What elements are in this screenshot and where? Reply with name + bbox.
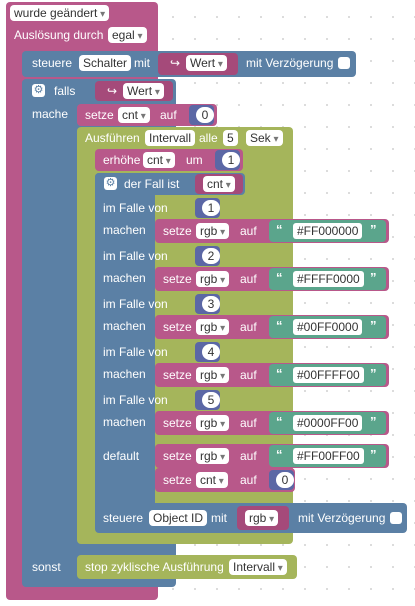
switch-block[interactable] [95, 173, 155, 521]
color-input[interactable]: #0000FF00 [293, 415, 363, 431]
increment-by-label: um [186, 153, 203, 167]
quote-close: ” [370, 366, 377, 381]
case-label: im Falle von [103, 393, 168, 407]
quote-close: ” [370, 318, 377, 333]
quote-open: “ [276, 414, 283, 429]
set-label: setze [163, 368, 192, 382]
set-value-input[interactable]: 0 [276, 472, 294, 488]
set-to-label: auf [160, 108, 177, 122]
delay-label: mit Verzögerung [298, 511, 386, 525]
if-label: falls [54, 84, 76, 98]
set-label: setze [85, 108, 114, 122]
else-label: sonst [32, 560, 61, 574]
case-value-input[interactable]: 5 [202, 392, 220, 408]
case-value-input[interactable]: 4 [202, 344, 220, 360]
trigger-label: Auslösung durch [14, 28, 104, 42]
stop-label: stop zyklische Ausführung [85, 560, 224, 574]
color-input[interactable]: #FFFF0000 [293, 271, 364, 287]
delay-label: mit Verzögerung [246, 56, 334, 70]
set-to-label: auf [240, 368, 257, 382]
set-label: setze [163, 449, 192, 463]
set-var-dropdown[interactable]: rgb [196, 367, 230, 383]
case-label: im Falle von [103, 345, 168, 359]
quote-close: ” [370, 222, 377, 237]
color-input[interactable]: #00FFFF00 [293, 367, 364, 383]
quote-close: ” [370, 414, 377, 429]
value-dropdown[interactable]: Wert [186, 55, 227, 71]
set-value-input[interactable]: 0 [196, 107, 214, 123]
set-to-label: auf [240, 416, 257, 430]
case-do-label: machen [103, 415, 146, 429]
default-label: default [103, 449, 140, 463]
quote-open: “ [276, 447, 283, 462]
case-label: im Falle von [103, 249, 168, 263]
case-do-label: machen [103, 223, 146, 237]
set-to-label: auf [240, 473, 257, 487]
set-to-label: auf [240, 224, 257, 238]
set-to-label: auf [240, 320, 257, 334]
color-input[interactable]: #00FF0000 [293, 319, 363, 335]
control-label: steuere [32, 56, 73, 70]
interval-name-chip[interactable]: Intervall [145, 130, 196, 146]
increment-value-input[interactable]: 1 [222, 152, 240, 168]
set-label: setze [163, 473, 192, 487]
trigger-dropdown[interactable]: egal [108, 27, 147, 43]
control-target-chip[interactable]: Object ID [149, 510, 208, 526]
set-to-label: auf [240, 449, 257, 463]
increment-var-dropdown[interactable]: cnt [143, 152, 175, 168]
control-target-chip[interactable]: Schalter [79, 55, 132, 71]
set-var-dropdown[interactable]: rgb [196, 271, 230, 287]
color-input[interactable]: #FF00FF00 [293, 448, 364, 464]
set-label: setze [163, 272, 192, 286]
interval-unit-dropdown[interactable]: Sek [246, 130, 283, 146]
delay-checkbox[interactable] [390, 512, 402, 524]
case-do-label: machen [103, 319, 146, 333]
set-var-dropdown[interactable]: cnt [196, 472, 228, 488]
increment-label: erhöhe [103, 153, 141, 167]
switch-var-dropdown[interactable]: cnt [203, 176, 235, 192]
interval-label: Ausführen [85, 131, 140, 145]
set-label: setze [163, 320, 192, 334]
value-dropdown[interactable]: rgb [245, 510, 279, 526]
do-label: mache [32, 107, 69, 121]
event-label-chip[interactable]: wurde geändert [10, 5, 110, 21]
delay-checkbox[interactable] [338, 57, 350, 69]
case-do-label: machen [103, 367, 146, 381]
quote-open: “ [276, 366, 283, 381]
arrow-icon: ↪ [107, 84, 118, 98]
case-label: im Falle von [103, 297, 168, 311]
set-var-dropdown[interactable]: rgb [196, 319, 230, 335]
condition-dropdown[interactable]: Wert [123, 83, 164, 99]
case-value-input[interactable]: 2 [202, 248, 220, 264]
stop-interval-dropdown[interactable]: Intervall [229, 559, 287, 575]
case-value-input[interactable]: 1 [202, 200, 220, 216]
case-label: im Falle von [103, 201, 168, 215]
gear-icon[interactable]: ⚙ [32, 84, 45, 97]
interval-value-input[interactable]: 5 [223, 130, 238, 146]
quote-open: “ [276, 318, 283, 333]
set-var-dropdown[interactable]: rgb [196, 415, 230, 431]
set-label: setze [163, 224, 192, 238]
switch-label: der Fall ist [124, 177, 180, 191]
quote-close: ” [370, 270, 377, 285]
set-label: setze [163, 416, 192, 430]
control-label: steuere [103, 511, 144, 525]
quote-open: “ [276, 222, 283, 237]
control-with-label: mit [134, 56, 150, 70]
set-var-dropdown[interactable]: cnt [118, 107, 150, 123]
set-var-dropdown[interactable]: rgb [196, 448, 230, 464]
arrow-icon: ↪ [170, 56, 181, 70]
control-with-label: mit [211, 511, 227, 525]
interval-every-label: alle [199, 131, 218, 145]
set-to-label: auf [240, 272, 257, 286]
set-var-dropdown[interactable]: rgb [196, 223, 230, 239]
case-value-input[interactable]: 3 [202, 296, 220, 312]
case-do-label: machen [103, 271, 146, 285]
quote-open: “ [276, 270, 283, 285]
color-input[interactable]: #FF000000 [293, 223, 363, 239]
gear-icon[interactable]: ⚙ [104, 177, 117, 190]
quote-close: ” [370, 447, 377, 462]
